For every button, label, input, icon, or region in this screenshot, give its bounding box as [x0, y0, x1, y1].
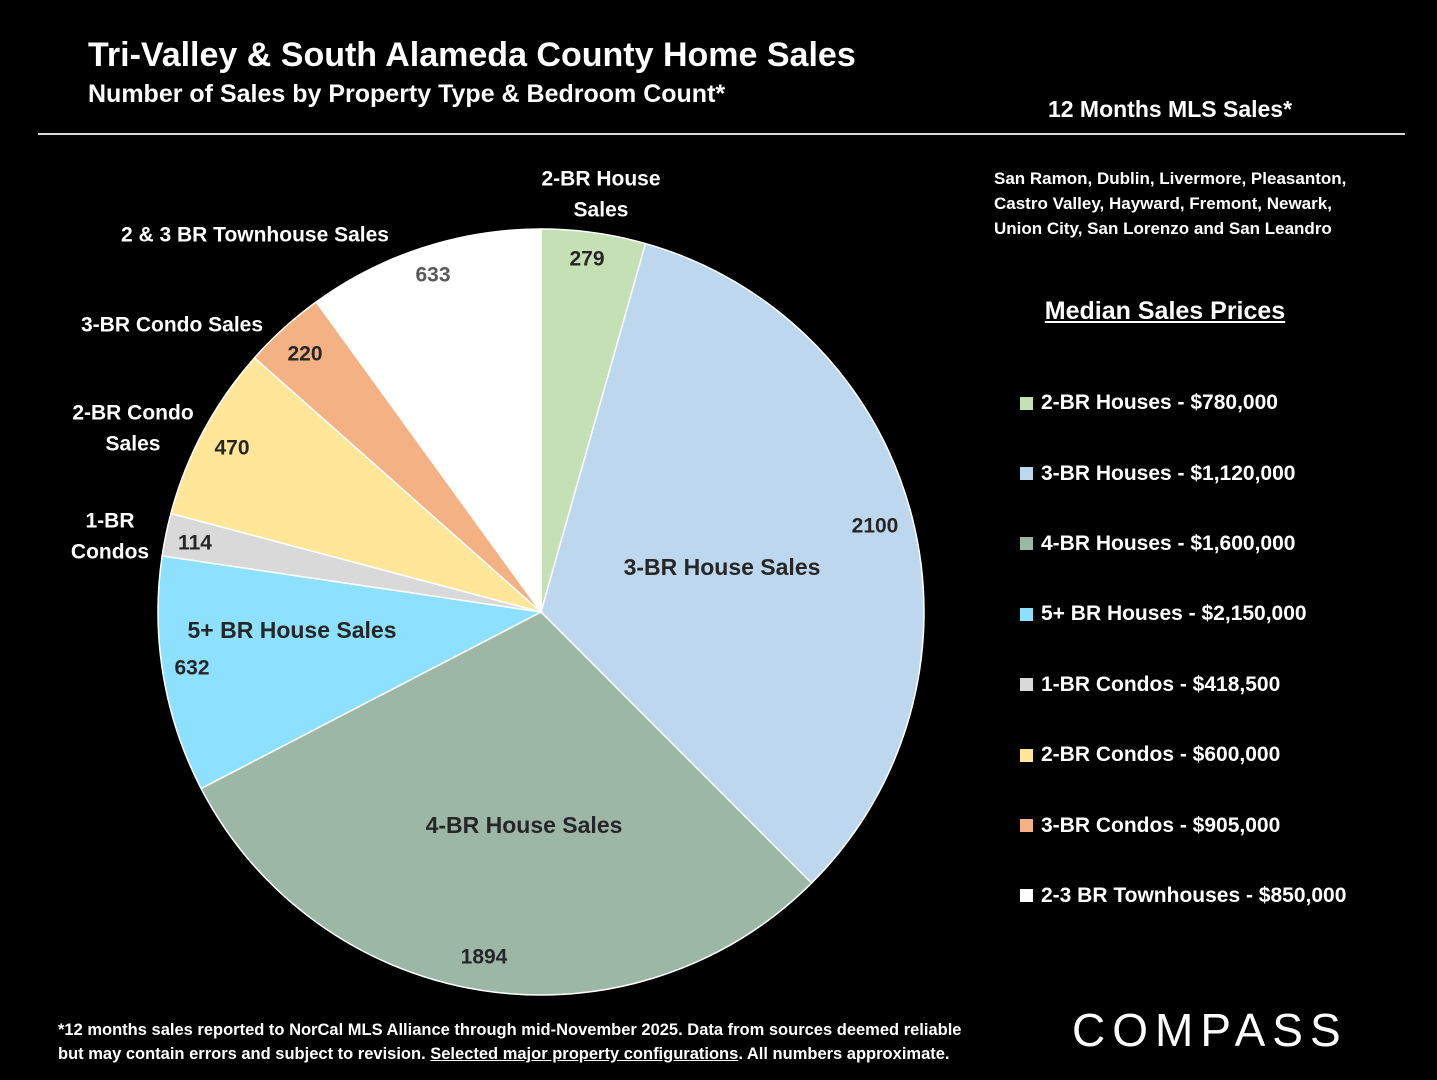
- legend-swatch: [1020, 607, 1033, 621]
- pie-slice: [200, 611, 813, 996]
- legend-swatch: [1020, 748, 1033, 762]
- slice-name-label: 3-BR House Sales: [624, 554, 821, 580]
- cities-list: San Ramon, Dublin, Livermore, Pleasanton…: [994, 166, 1414, 241]
- period-label: 12 Months MLS Sales*: [1047, 96, 1293, 122]
- slice-name-label: Sales: [106, 433, 161, 456]
- slice-value-label: 1894: [461, 946, 508, 969]
- slice-name-label: 2 & 3 BR Townhouse Sales: [121, 224, 389, 247]
- pie-chart: 279 2-BR House Sales 2100 3-BR House Sales 18…: [71, 168, 925, 996]
- legend-item: 2-3 BR Townhouses - $850,000: [1020, 861, 1346, 931]
- legend-title: Median Sales Prices: [1044, 297, 1286, 325]
- legend-swatch: [1020, 819, 1033, 833]
- cities-line: San Ramon, Dublin, Livermore, Pleasanton…: [994, 169, 1347, 188]
- footnote-link[interactable]: Selected major property configurations: [430, 1045, 739, 1063]
- legend-swatch: [1020, 537, 1033, 551]
- pie-slice: [540, 242, 925, 885]
- legend-item: 1-BR Condos - $418,500: [1020, 650, 1346, 720]
- legend-item: 3-BR Houses - $1,120,000: [1020, 438, 1346, 508]
- header-divider: [38, 133, 1405, 135]
- compass-logo: COMPASS: [1072, 1004, 1348, 1056]
- legend-item: 4-BR Houses - $1,600,000: [1020, 509, 1346, 579]
- legend-label: 3-BR Condos - $905,000: [1041, 813, 1281, 837]
- legend-label: 5+ BR Houses - $2,150,000: [1041, 602, 1307, 626]
- legend-item: 2-BR Houses - $780,000: [1020, 368, 1346, 438]
- slice-value-label: 114: [178, 532, 212, 555]
- legend-swatch: [1020, 889, 1033, 903]
- footnote-line-1: *12 months sales reported to NorCal MLS …: [58, 1021, 962, 1039]
- slice-name-label: 1-BR: [85, 510, 134, 533]
- legend-label: 1-BR Condos - $418,500: [1041, 672, 1281, 696]
- slice-name-label: 3-BR Condo Sales: [81, 314, 263, 337]
- legend-swatch: [1020, 396, 1033, 410]
- footnote-line-2: but may contain errors and subject to re…: [58, 1042, 961, 1066]
- slice-value-label: 2100: [852, 515, 899, 538]
- slice-name-label: Sales: [574, 199, 629, 222]
- pie-slice: [157, 555, 544, 790]
- footnote-text: but may contain errors and subject to re…: [58, 1045, 431, 1063]
- legend-item: 3-BR Condos - $905,000: [1020, 790, 1346, 860]
- slice-name-label: 2-BR Condo: [72, 402, 193, 425]
- footnote-text-end: . All numbers approximate.: [738, 1045, 950, 1063]
- slice-value-label: 470: [214, 437, 249, 460]
- slice-name-label: 5+ BR House Sales: [187, 617, 396, 643]
- slice-name-label: 2-BR House: [541, 168, 660, 191]
- legend-item: 5+ BR Houses - $2,150,000: [1020, 579, 1346, 649]
- slice-value-label: 220: [287, 343, 322, 366]
- slice-name-label: 4-BR House Sales: [426, 812, 623, 838]
- chart-title: Tri-Valley & South Alameda County Home S…: [88, 36, 856, 74]
- legend-label: 2-BR Houses - $780,000: [1041, 391, 1278, 415]
- chart-subtitle: Number of Sales by Property Type & Bedro…: [88, 80, 726, 108]
- legend-label: 4-BR Houses - $1,600,000: [1041, 531, 1296, 555]
- legend-label: 2-3 BR Townhouses - $850,000: [1041, 883, 1347, 907]
- cities-line: Union City, San Lorenzo and San Leandro: [994, 219, 1332, 238]
- pie-slice: [315, 228, 542, 615]
- legend-swatch: [1020, 467, 1033, 481]
- slice-name-label: Condos: [71, 541, 149, 564]
- footnote: *12 months sales reported to NorCal MLS …: [58, 1018, 961, 1066]
- slice-value-label: 279: [569, 248, 604, 271]
- slice-value-label: 632: [174, 657, 209, 680]
- legend-swatch: [1020, 678, 1033, 692]
- legend-item: 2-BR Condos - $600,000: [1020, 720, 1346, 790]
- slice-value-label: 633: [415, 264, 450, 287]
- legend-label: 3-BR Houses - $1,120,000: [1041, 461, 1296, 485]
- legend: 2-BR Houses - $780,000 3-BR Houses - $1,1…: [1020, 368, 1346, 931]
- legend-label: 2-BR Condos - $600,000: [1041, 743, 1281, 767]
- cities-line: Castro Valley, Hayward, Fremont, Newark,: [994, 194, 1332, 213]
- pie-slice: [169, 356, 542, 613]
